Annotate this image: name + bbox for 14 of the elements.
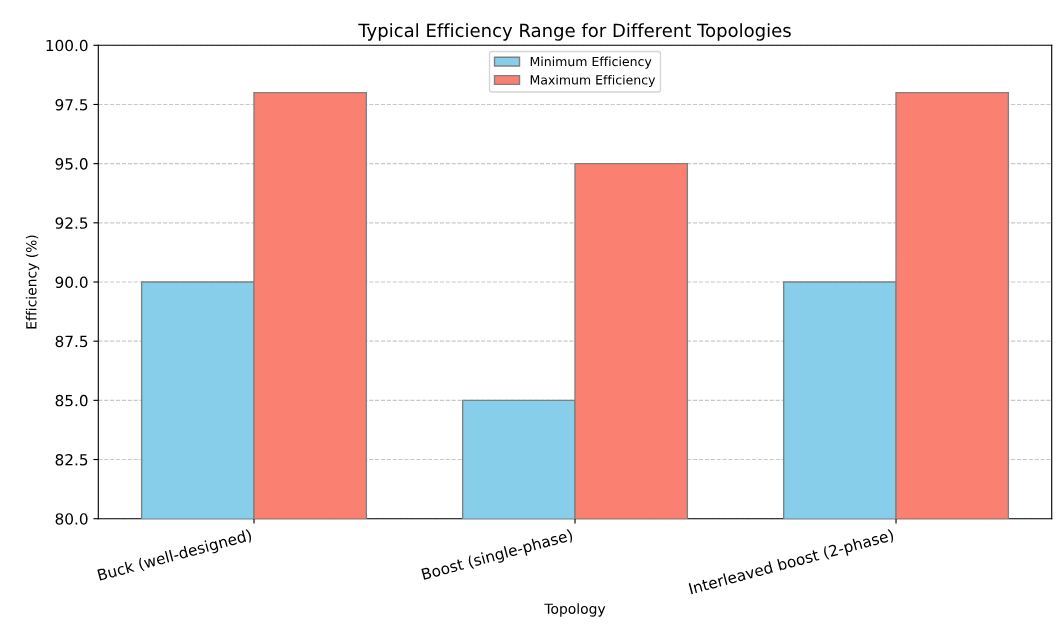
legend-label: Maximum Efficiency xyxy=(530,74,656,87)
y-tick-label: 80.0 xyxy=(55,513,88,525)
y-tick-label: 92.5 xyxy=(55,217,88,229)
y-tick-label: 85.0 xyxy=(55,394,88,407)
legend-label: Minimum Efficiency xyxy=(530,56,652,69)
y-tick-label: 100.0 xyxy=(46,39,88,52)
x-axis-title: Topology xyxy=(544,603,606,617)
y-axis-title: Efficiency (%) xyxy=(25,235,40,329)
y-tick-label: 90.0 xyxy=(55,276,88,289)
y-tick-label: 82.5 xyxy=(55,453,88,466)
chart-title: Typical Efficiency Range for Different Topologies xyxy=(358,23,791,41)
y-tick-label: 97.5 xyxy=(55,98,88,111)
y-tick-label: 95.0 xyxy=(55,158,88,170)
y-tick-label: 87.5 xyxy=(55,335,88,348)
